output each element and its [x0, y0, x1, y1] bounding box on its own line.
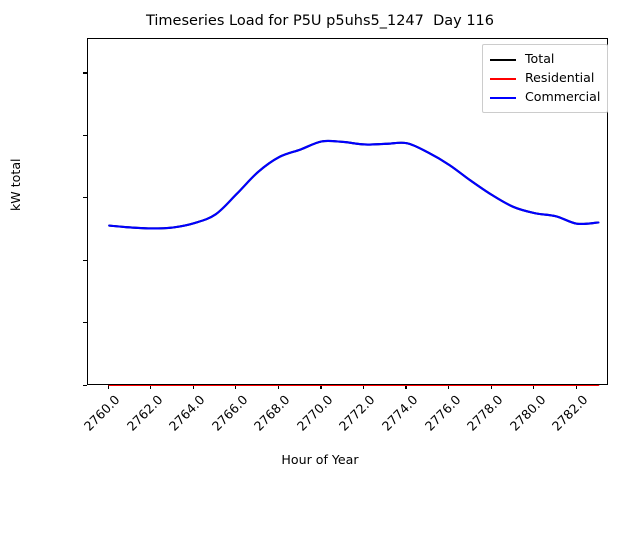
legend-label: Commercial — [525, 89, 601, 105]
x-tick-mark — [448, 385, 450, 389]
x-tick-label: 2760.0 — [81, 392, 123, 434]
legend-entry-residential: Residential — [490, 69, 600, 88]
x-tick-mark — [575, 385, 577, 389]
x-tick-mark — [277, 385, 279, 389]
x-tick-mark — [533, 385, 535, 389]
y-tick-mark — [83, 134, 87, 136]
legend-label: Residential — [525, 70, 595, 86]
x-tick-mark — [405, 385, 407, 389]
x-axis-label: Hour of Year — [281, 452, 359, 467]
chart-figure: Timeseries Load for P5U p5uhs5_1247 Day … — [8, 13, 609, 467]
x-tick-mark — [107, 385, 109, 389]
legend-entry-commercial: Commercial — [490, 88, 600, 107]
y-tick-mark — [83, 384, 87, 386]
y-tick-mark — [83, 72, 87, 74]
x-tick-mark — [150, 385, 152, 389]
legend-swatch-icon — [490, 96, 516, 99]
legend-entry-total: Total — [490, 50, 600, 69]
x-tick-mark — [362, 385, 365, 389]
x-tick-mark — [192, 385, 194, 389]
legend-swatch-icon — [490, 77, 516, 80]
y-tick-mark — [83, 259, 87, 261]
y-tick-mark — [83, 322, 87, 324]
plot-lines — [108, 139, 600, 386]
series-line-total — [108, 139, 600, 230]
legend-swatch-icon — [490, 58, 516, 61]
chart-title: Timeseries Load for P5U p5uhs5_1247 Day … — [145, 13, 495, 29]
legend-label: Total — [525, 51, 555, 67]
x-tick-mark — [320, 385, 322, 389]
x-tick-mark — [235, 385, 237, 389]
series-line-commercial — [108, 139, 600, 230]
y-axis-label: kW total — [8, 158, 23, 211]
x-tick-mark — [490, 385, 492, 389]
y-tick-mark — [83, 197, 87, 199]
chart-legend: Total Residential Commercial — [482, 44, 609, 113]
